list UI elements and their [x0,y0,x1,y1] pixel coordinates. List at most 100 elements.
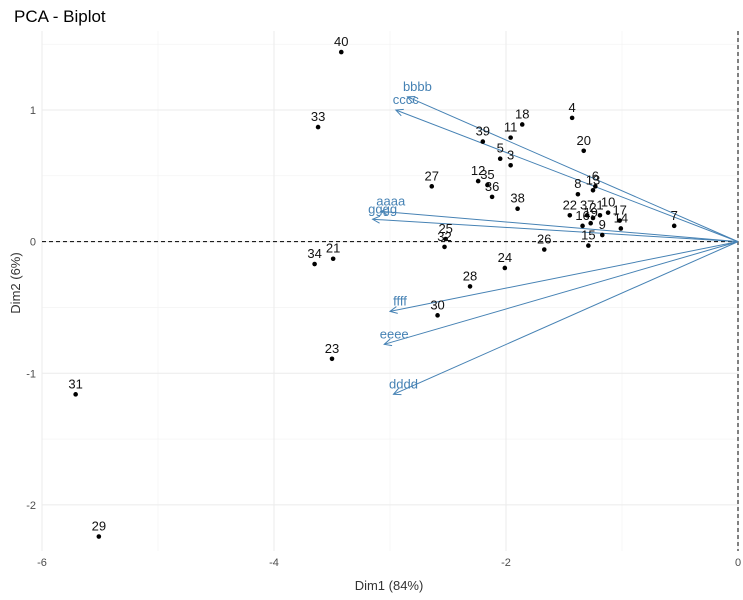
individual-label: 29 [92,519,106,534]
individual-point [508,162,513,168]
individual-label: 9 [599,217,606,232]
individual-label: 13 [586,172,600,187]
individual-label: 39 [476,124,490,139]
individual-label: 2 [589,200,596,215]
individual-point [330,256,336,262]
individual-point [443,236,448,242]
individual-point [485,182,490,188]
individual-label: 23 [325,341,339,356]
individual-label: 28 [463,268,477,283]
variable-arrow-head [383,338,393,347]
individual-label: 6 [592,168,599,183]
individual-point [593,184,598,189]
individual-label: 37 [580,197,594,212]
individual-point [617,218,622,223]
individual-label: 27 [425,168,439,183]
individual-point [475,178,481,184]
individual-point [618,226,624,231]
individual-point [508,135,513,140]
reference-lines [42,31,739,551]
y-tick-label: -2 [26,500,36,512]
individual-label: 10 [601,195,615,210]
variable-arrow [372,218,739,243]
individual-point [480,139,486,144]
individual-label: 40 [334,34,348,49]
individual-point [502,265,508,271]
individual-label: 35 [480,167,494,182]
individual-label: 21 [326,241,340,256]
individual-label: 1 [596,197,603,212]
individual-point [467,284,473,289]
individual-label: 8 [574,176,581,191]
individual-point [584,213,590,218]
individual-label: 33 [311,109,325,124]
tick-labels: -6 -4 -2 0 -2 -1 0 1 [26,105,741,569]
individual-label: 3 [507,147,514,162]
individual-label: 12 [471,163,485,178]
individual-label: 11 [504,120,518,135]
individual-point [567,213,573,218]
x-tick-label: -2 [501,557,511,569]
variable-arrow [380,210,739,243]
individual-label: 24 [498,250,512,265]
x-tick-label: -6 [37,557,47,569]
individual-label: 22 [563,197,577,212]
variable-label: aaaa [376,193,406,208]
individual-point [599,232,605,238]
variable-arrow [395,109,739,243]
variable-label: ffff [393,293,407,308]
individual-point [588,220,593,226]
individual-label: 17 [612,203,626,218]
individual-label: 30 [430,297,444,312]
individual-label: 16 [575,208,589,223]
variable-label: cccc [393,92,420,107]
individual-point [605,210,611,215]
individual-point [515,206,520,212]
x-tick-label: 0 [735,557,741,569]
individual-label: 36 [485,179,499,194]
individual-point [435,313,440,318]
individual-label: 26 [537,232,551,247]
x-axis-label: Dim1 (84%) [355,578,424,593]
individual-label: 20 [576,133,590,148]
y-tick-label: 0 [30,237,36,249]
individual-point [429,184,435,189]
variable-label: gggg [368,201,397,216]
individual-label: 25 [438,221,452,236]
individual-label: 31 [68,376,82,391]
individual-point [597,213,603,218]
individual-point [315,124,321,130]
variable-arrow-head [406,96,416,104]
individual-label: 34 [307,246,321,261]
individual-label: 32 [437,229,451,244]
individual-point [96,534,102,539]
variable-arrow [393,241,739,395]
variable-label: eeee [380,326,409,341]
individual-point [329,356,335,362]
chart-title: PCA - Biplot [14,7,106,26]
individual-point [73,392,78,397]
y-tick-label: -1 [26,368,36,380]
variable-arrow-head [392,387,402,396]
y-tick-label: 1 [30,105,36,117]
individual-point [442,244,447,250]
variable-arrow [384,241,739,345]
variable-arrow-head [388,306,398,314]
individual-label: 4 [569,100,576,115]
variable-label: dddd [389,376,418,391]
individual-point [489,194,495,200]
variable-label: bbbb [403,79,432,94]
x-tick-label: -4 [269,557,279,569]
individual-point [338,49,344,55]
individual-label: 15 [581,228,595,243]
individual-point [312,261,317,267]
individual-point [497,156,503,161]
individual-point [541,247,547,252]
variable-arrow [389,241,739,312]
variable-arrow [407,96,739,243]
individual-point [590,215,596,221]
individual-point [586,243,591,248]
